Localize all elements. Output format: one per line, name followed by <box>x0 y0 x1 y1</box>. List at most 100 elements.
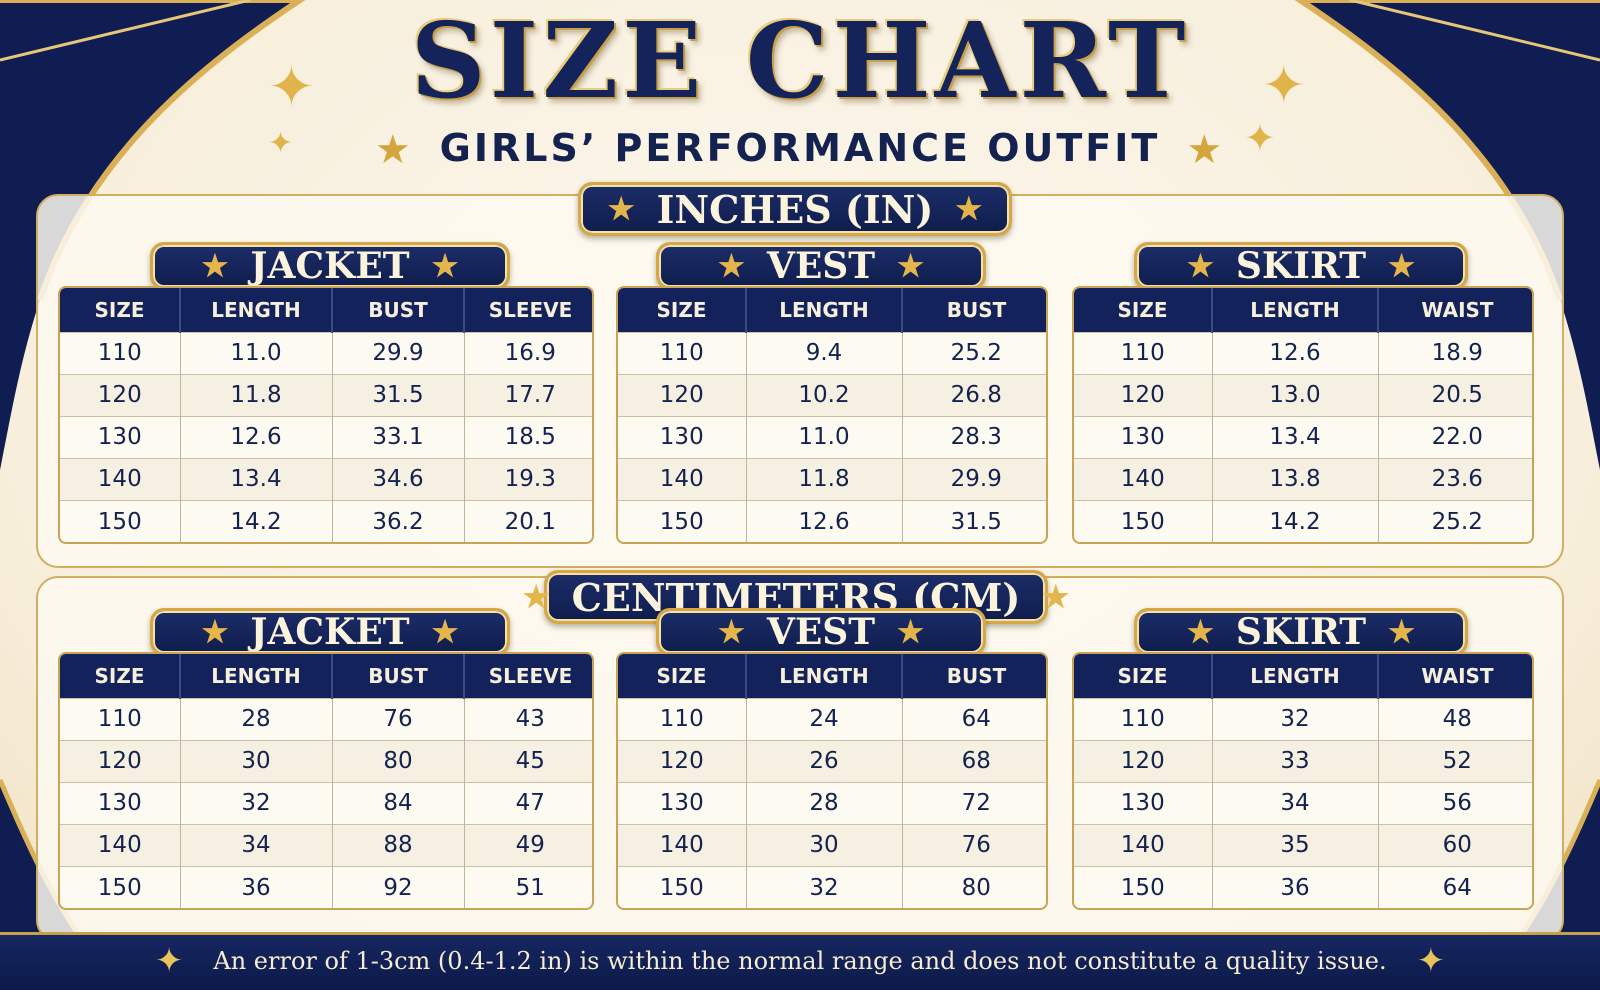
table-row: 130 34 56 <box>1074 781 1532 825</box>
table-cell: 64 <box>1378 866 1532 908</box>
table-cell: 120 <box>60 373 181 417</box>
table-cell: 64 <box>902 697 1046 741</box>
table-cell: 51 <box>464 866 592 908</box>
table-cell: 9.4 <box>746 331 903 375</box>
table-cell: 30 <box>746 823 903 867</box>
table-cell: 13.4 <box>1212 415 1379 459</box>
table-cell: 110 <box>60 331 181 375</box>
star-icon: ★ <box>955 191 983 227</box>
table-cell: 25.2 <box>902 331 1046 375</box>
garment-banner-skirt: ★ SKIRT ★ <box>1134 608 1468 656</box>
table-cell: 36 <box>1212 866 1379 908</box>
star-icon: ★ <box>1388 614 1415 650</box>
table-cell: 140 <box>60 457 181 501</box>
table-cell: 20.1 <box>464 500 592 542</box>
table-cell: 23.6 <box>1378 457 1532 501</box>
table-cell: 13.0 <box>1212 373 1379 417</box>
garment-label: SKIRT <box>1235 245 1367 287</box>
table-row: 150 12.6 31.5 <box>618 500 1046 542</box>
size-table-vest: SIZE LENGTH BUST 110 24 64 120 26 68 130 28 72 140 30… <box>616 652 1048 910</box>
table-cell: 12.6 <box>1212 331 1379 375</box>
table-row: 150 14.2 25.2 <box>1074 500 1532 542</box>
table-cell: 47 <box>464 781 592 825</box>
star-icon: ★ <box>607 191 635 227</box>
table-cell: 22.0 <box>1378 415 1532 459</box>
table-cell: 17.7 <box>464 373 592 417</box>
table-row: 150 36 92 51 <box>60 866 592 908</box>
table-cell: 52 <box>1378 739 1532 783</box>
table-cell: 110 <box>1074 331 1213 375</box>
column-header: WAIST <box>1378 654 1532 698</box>
garment-banner-jacket: ★ JACKET ★ <box>150 608 510 656</box>
table-cell: 25.2 <box>1378 500 1532 542</box>
table-cell: 130 <box>618 781 747 825</box>
star-icon: ★ <box>431 614 459 650</box>
table-cell: 13.8 <box>1212 457 1379 501</box>
table-cell: 130 <box>60 781 181 825</box>
table-cell: 20.5 <box>1378 373 1532 417</box>
star-icon: ★ <box>201 248 229 284</box>
table-cell: 80 <box>902 866 1046 908</box>
table-cell: 49 <box>464 823 592 867</box>
table-cell: 60 <box>1378 823 1532 867</box>
garment-label: VEST <box>766 245 876 287</box>
star-icon: ★ <box>522 579 550 615</box>
table-cell: 33.1 <box>332 415 465 459</box>
column-header: SIZE <box>1074 654 1213 698</box>
unit-label: INCHES (IN) <box>656 186 934 232</box>
table-row: 130 32 84 47 <box>60 781 592 825</box>
table-cell: 120 <box>1074 739 1213 783</box>
table-cell: 28.3 <box>902 415 1046 459</box>
table-row: 110 12.6 18.9 <box>1074 331 1532 375</box>
star-icon: ★ <box>1042 579 1070 615</box>
table-row: 130 11.0 28.3 <box>618 415 1046 459</box>
table-row: 120 33 52 <box>1074 739 1532 783</box>
garment-label: JACKET <box>250 245 410 287</box>
table-cell: 76 <box>332 697 465 741</box>
table-cell: 14.2 <box>180 500 333 542</box>
star-icon: ★ <box>1186 127 1226 173</box>
column-header: SLEEVE <box>464 654 592 698</box>
table-cell: 34 <box>1212 781 1379 825</box>
table-cell: 11.8 <box>746 457 903 501</box>
garment-banner-vest: ★ VEST ★ <box>656 242 986 290</box>
table-cell: 30 <box>180 739 333 783</box>
table-cell: 84 <box>332 781 465 825</box>
table-row: 110 24 64 <box>618 697 1046 741</box>
table-cell: 140 <box>60 823 181 867</box>
table-cell: 28 <box>180 697 333 741</box>
table-row: 140 11.8 29.9 <box>618 457 1046 501</box>
star-icon: ★ <box>1186 614 1214 650</box>
table-cell: 18.5 <box>464 415 592 459</box>
size-table-skirt: SIZE LENGTH WAIST 110 32 48 120 33 52 130 34 56 140 3… <box>1072 652 1534 910</box>
table-cell: 28 <box>746 781 903 825</box>
table-cell: 110 <box>60 697 181 741</box>
garment-label: JACKET <box>250 611 410 653</box>
table-cell: 80 <box>332 739 465 783</box>
table-cell: 130 <box>1074 781 1213 825</box>
column-header: SIZE <box>618 654 747 698</box>
star-icon: ★ <box>718 248 745 284</box>
table-cell: 88 <box>332 823 465 867</box>
table-cell: 120 <box>618 373 747 417</box>
table-cell: 29.9 <box>902 457 1046 501</box>
star-icon: ★ <box>897 614 924 650</box>
table-cell: 11.0 <box>746 415 903 459</box>
column-header: SIZE <box>60 288 181 332</box>
table-cell: 56 <box>1378 781 1532 825</box>
table-row: 140 30 76 <box>618 823 1046 867</box>
column-header: BUST <box>332 288 465 332</box>
sparkle-icon: ✦ <box>1416 941 1446 981</box>
table-cell: 32 <box>746 866 903 908</box>
table-cell: 13.4 <box>180 457 333 501</box>
footer-note-text: An error of 1-3cm (0.4-1.2 in) is within… <box>213 947 1387 975</box>
table-row: 120 10.2 26.8 <box>618 373 1046 417</box>
table-row: 120 30 80 45 <box>60 739 592 783</box>
column-header: BUST <box>902 288 1046 332</box>
column-header: SIZE <box>618 288 747 332</box>
table-cell: 68 <box>902 739 1046 783</box>
sparkle-icon: ✦ <box>154 941 184 981</box>
garment-banner-vest: ★ VEST ★ <box>656 608 986 656</box>
garment-label: VEST <box>766 611 876 653</box>
table-row: 120 13.0 20.5 <box>1074 373 1532 417</box>
